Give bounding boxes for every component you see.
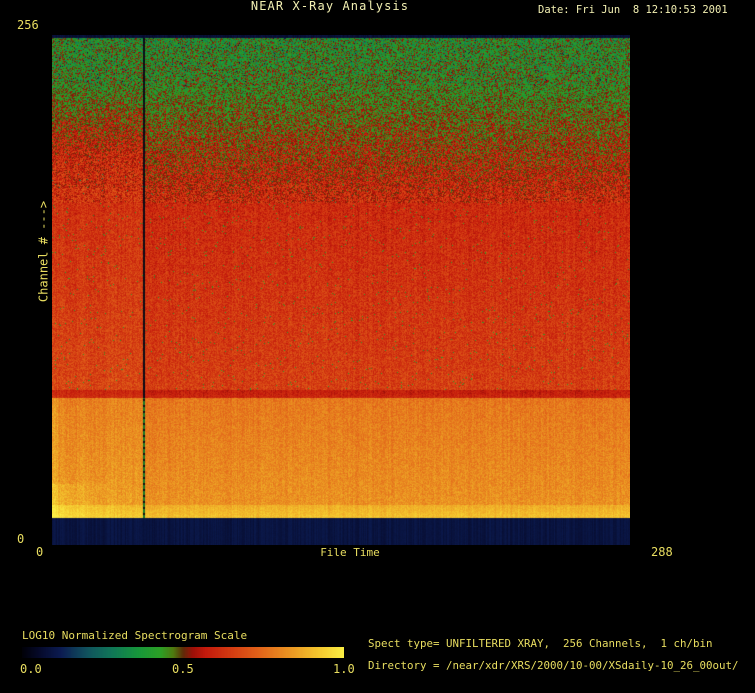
y-axis-max-tick: 256: [17, 18, 39, 32]
directory-line: Directory = /near/xdr/XRS/2000/10-00/XSd…: [368, 659, 739, 672]
y-axis-min-tick: 0: [17, 532, 25, 546]
x-axis-max-tick: 288: [651, 545, 673, 559]
y-axis-title: Channel # --->: [36, 200, 51, 303]
date-label: Date: Fri Jun 8 12:10:53 2001: [538, 4, 728, 16]
spect-type-line: Spect type= UNFILTERED XRAY, 256 Channel…: [368, 637, 713, 650]
spectrogram-heatmap: [52, 35, 630, 545]
colorbar-tick-mid: 0.5: [172, 662, 194, 676]
colorbar-gradient: [22, 647, 344, 658]
colorbar-tick-max: 1.0: [333, 662, 355, 676]
x-axis-min-tick: 0: [36, 545, 44, 559]
colorbar-title: LOG10 Normalized Spectrogram Scale: [22, 629, 248, 642]
page-title: NEAR X-Ray Analysis: [250, 0, 410, 13]
x-axis-title: File Time: [320, 546, 380, 559]
colorbar-tick-min: 0.0: [20, 662, 42, 676]
